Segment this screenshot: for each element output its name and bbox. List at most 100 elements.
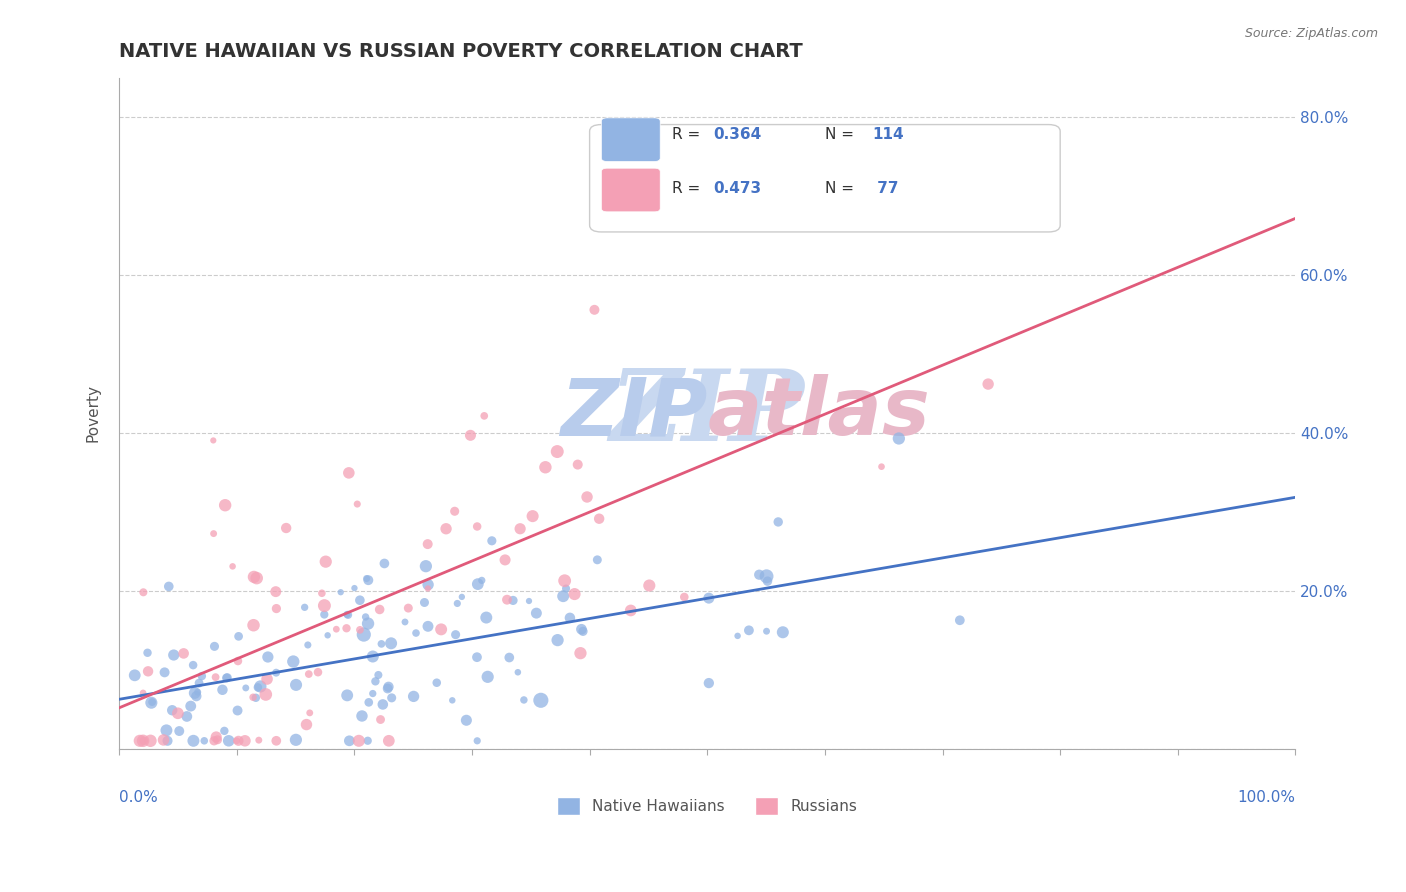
Point: [186, 689, 208, 703]
Point: [460, 428, 482, 442]
Point: [152, 733, 174, 747]
Point: [153, 665, 176, 680]
Point: [136, 665, 159, 679]
Point: [336, 689, 359, 703]
Point: [124, 668, 146, 682]
Point: [233, 733, 256, 747]
Point: [314, 607, 336, 622]
Point: [697, 676, 720, 690]
Point: [215, 671, 238, 685]
Point: [314, 599, 336, 613]
Point: [132, 585, 155, 599]
Point: [530, 693, 553, 707]
Point: [353, 627, 375, 641]
Text: R =: R =: [672, 128, 704, 142]
Point: [167, 724, 190, 739]
Point: [247, 733, 270, 747]
Point: [456, 713, 478, 727]
Text: ZIP: ZIP: [560, 374, 707, 452]
Point: [949, 613, 972, 627]
Point: [755, 569, 778, 583]
Point: [361, 649, 384, 664]
Point: [132, 686, 155, 700]
Point: [496, 592, 519, 607]
Point: [337, 466, 360, 480]
Point: [242, 690, 264, 705]
Point: [673, 590, 696, 604]
Point: [202, 526, 225, 541]
Point: [477, 670, 499, 684]
Point: [311, 586, 333, 600]
Legend: Native Hawaiians, Russians: Native Hawaiians, Russians: [551, 790, 863, 822]
Point: [572, 624, 595, 639]
Point: [361, 687, 384, 701]
Point: [434, 522, 457, 536]
Y-axis label: Poverty: Poverty: [86, 384, 100, 442]
Point: [211, 682, 233, 697]
Point: [413, 595, 436, 609]
Point: [547, 633, 569, 648]
Point: [766, 515, 789, 529]
Point: [246, 571, 269, 585]
Point: [509, 522, 531, 536]
Point: [748, 567, 770, 582]
Point: [357, 733, 380, 747]
Point: [697, 591, 720, 606]
Point: [245, 690, 267, 705]
Point: [465, 519, 488, 533]
Point: [325, 622, 347, 636]
Point: [583, 302, 606, 317]
Point: [337, 607, 360, 622]
Text: 0.473: 0.473: [713, 181, 761, 196]
Point: [564, 587, 586, 601]
Point: [430, 623, 453, 637]
Point: [494, 553, 516, 567]
Point: [187, 685, 209, 699]
Point: [370, 713, 392, 727]
Point: [264, 665, 287, 680]
Point: [254, 688, 277, 702]
Point: [506, 665, 529, 680]
Point: [513, 693, 536, 707]
Point: [534, 460, 557, 475]
Point: [202, 733, 225, 747]
Point: [221, 559, 243, 574]
Point: [498, 650, 520, 665]
Point: [977, 377, 1000, 392]
Point: [567, 458, 589, 472]
Point: [207, 732, 229, 747]
Point: [357, 616, 380, 631]
Point: [402, 690, 425, 704]
Point: [155, 723, 177, 738]
Point: [337, 733, 360, 747]
Point: [720, 157, 742, 171]
Point: [132, 733, 155, 747]
Point: [176, 709, 198, 723]
Point: [887, 432, 910, 446]
Point: [204, 670, 226, 684]
Point: [157, 579, 180, 593]
Point: [394, 615, 416, 629]
Point: [426, 675, 449, 690]
Point: [380, 636, 402, 650]
Point: [356, 572, 378, 586]
Point: [396, 601, 419, 615]
Point: [620, 603, 643, 617]
Point: [377, 681, 399, 696]
Point: [188, 676, 211, 690]
Text: NATIVE HAWAIIAN VS RUSSIAN POVERTY CORRELATION CHART: NATIVE HAWAIIAN VS RUSSIAN POVERTY CORRE…: [120, 42, 803, 61]
Point: [467, 577, 489, 591]
Point: [132, 733, 155, 747]
Point: [225, 733, 247, 747]
Point: [377, 680, 399, 694]
Point: [205, 730, 228, 744]
Point: [128, 733, 150, 747]
Point: [367, 668, 389, 682]
Point: [475, 610, 498, 624]
Point: [183, 733, 205, 747]
Point: [378, 733, 401, 747]
Point: [368, 602, 391, 616]
Point: [416, 619, 439, 633]
Point: [405, 626, 427, 640]
Point: [336, 607, 359, 622]
